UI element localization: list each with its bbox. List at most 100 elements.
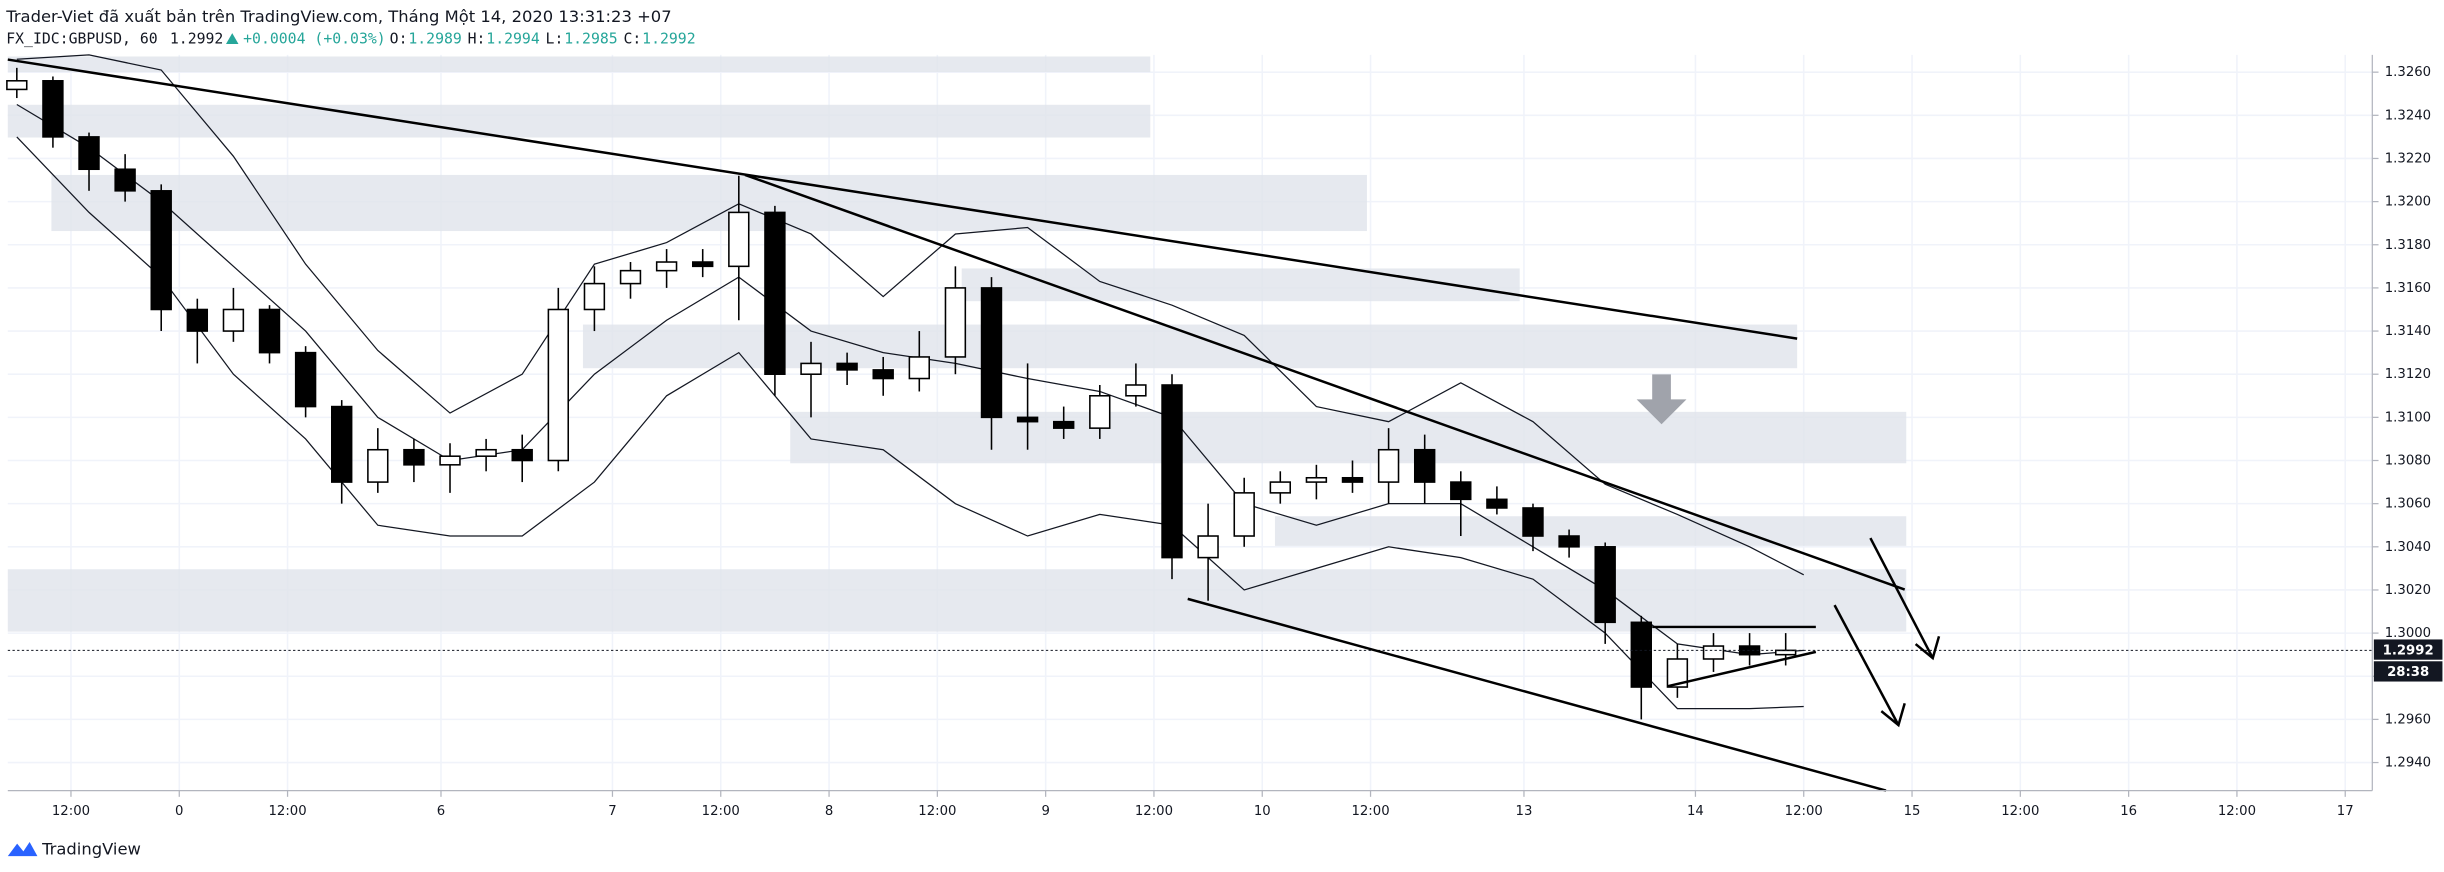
y-tick-label: 1.3080: [2385, 454, 2431, 469]
candle-body: [42, 80, 64, 138]
candle-body: [78, 136, 100, 171]
x-tick-label: 12:00: [268, 804, 306, 819]
candle-body: [1630, 621, 1652, 688]
candle-body: [619, 269, 642, 285]
x-tick-label: 12:00: [2218, 804, 2256, 819]
candle-body: [258, 308, 281, 354]
symbol-legend: FX_IDC:GBPUSD, 60 1.2992 +0.0004 (+0.03%…: [6, 30, 695, 47]
countdown-box: [2373, 661, 2443, 682]
last-price-box: [2373, 639, 2443, 660]
zones: [7, 56, 1907, 632]
zone: [7, 569, 1907, 632]
candle-body: [872, 369, 894, 380]
zone: [790, 411, 1907, 464]
plot: [6, 54, 2373, 720]
y-tick-label: 1.3120: [2385, 367, 2431, 382]
candle-body: [691, 261, 714, 268]
candle-body: [222, 308, 245, 332]
y-tick-label: 1.3260: [2385, 65, 2431, 80]
x-tick-label: 12:00: [1135, 804, 1173, 819]
x-tick-label: 14: [1687, 804, 1704, 819]
candle-body: [1125, 384, 1147, 397]
y-tick-label: 1.3200: [2385, 195, 2431, 210]
y-tick-label: 1.2960: [2385, 712, 2431, 727]
y-tick-label: 1.3240: [2385, 108, 2431, 123]
x-tick-label: 7: [608, 804, 616, 819]
arrow: [1833, 604, 1900, 726]
candle-body: [114, 168, 136, 192]
x-tick-label: 10: [1254, 804, 1271, 819]
trendline: [1187, 597, 1887, 792]
trendline: [744, 173, 1906, 591]
up-icon: [226, 33, 239, 44]
candle-body: [150, 190, 172, 311]
drawings: [7, 58, 1941, 792]
high: 1.2994: [486, 30, 540, 47]
arrow-head: [1880, 702, 1906, 728]
trendline: [1667, 650, 1817, 688]
x-tick-label: 12:00: [2001, 804, 2039, 819]
candle-body: [547, 308, 570, 462]
candle-body: [186, 308, 209, 332]
candle-body: [475, 448, 497, 457]
candle-body: [1089, 395, 1111, 429]
candle-body: [1450, 481, 1472, 501]
open-label: O:: [390, 30, 408, 47]
candle-body: [294, 351, 317, 408]
candle-body: [764, 211, 786, 375]
candle-body: [1558, 535, 1580, 548]
candle-body: [1666, 658, 1689, 688]
zone: [51, 174, 1367, 232]
open: 1.2989: [408, 30, 461, 47]
zone: [7, 104, 1151, 138]
x-tick-label: 17: [2337, 804, 2354, 819]
candle-body: [1774, 649, 1797, 656]
y-tick-label: 1.3180: [2385, 238, 2431, 253]
x-tick-label: 12:00: [918, 804, 956, 819]
x-tick-label: 9: [1041, 804, 1049, 819]
band-lower: [16, 136, 1804, 710]
x-tick-label: 0: [175, 804, 183, 819]
candle-body: [1594, 546, 1616, 624]
candle-body: [908, 356, 931, 380]
x-tick-label: 12:00: [702, 804, 740, 819]
close-label: C:: [623, 30, 641, 47]
zone: [1274, 516, 1907, 546]
y-tick-label: 1.2940: [2385, 756, 2431, 771]
logo-icon: [7, 842, 38, 857]
candle-body: [1233, 492, 1255, 537]
candle-body: [836, 362, 858, 371]
low-label: L:: [546, 30, 564, 47]
y-tick-label: 1.3020: [2385, 583, 2431, 598]
arrow: [1869, 537, 1934, 659]
candle-body: [1522, 507, 1544, 537]
band-upper: [16, 54, 1805, 576]
candle-body: [1052, 420, 1075, 429]
x-tick-label: 6: [437, 804, 445, 819]
y-tick-label: 1.3100: [2385, 410, 2431, 425]
close: 1.2992: [642, 30, 695, 47]
candle-body: [403, 448, 425, 466]
candle-body: [367, 448, 389, 483]
high-label: H:: [468, 30, 486, 47]
candle-body: [980, 287, 1003, 419]
candle-body: [1269, 481, 1292, 494]
candle-body: [1197, 535, 1219, 559]
x-tick-label: 8: [825, 804, 833, 819]
published-line: Trader-Viet đã xuất bản trên TradingView…: [5, 7, 671, 26]
brand: TradingView: [41, 839, 141, 858]
y-tick-label: 1.3000: [2385, 626, 2431, 641]
down-arrow-icon: [1636, 374, 1687, 425]
x-tick-label: 12:00: [52, 804, 90, 819]
y-tick-label: 1.3040: [2385, 540, 2431, 555]
candle-body: [6, 80, 28, 91]
candle-body: [1486, 498, 1508, 509]
countdown-label: 28:38: [2387, 665, 2429, 680]
axes: 1.29401.29601.29801.30001.30201.30401.30…: [52, 65, 2443, 819]
x-tick-label: 12:00: [1785, 804, 1823, 819]
change: +0.0004 (+0.03%): [243, 30, 386, 47]
last: 1.2992: [170, 30, 223, 47]
zone: [961, 268, 1520, 302]
candle-body: [1305, 476, 1328, 483]
